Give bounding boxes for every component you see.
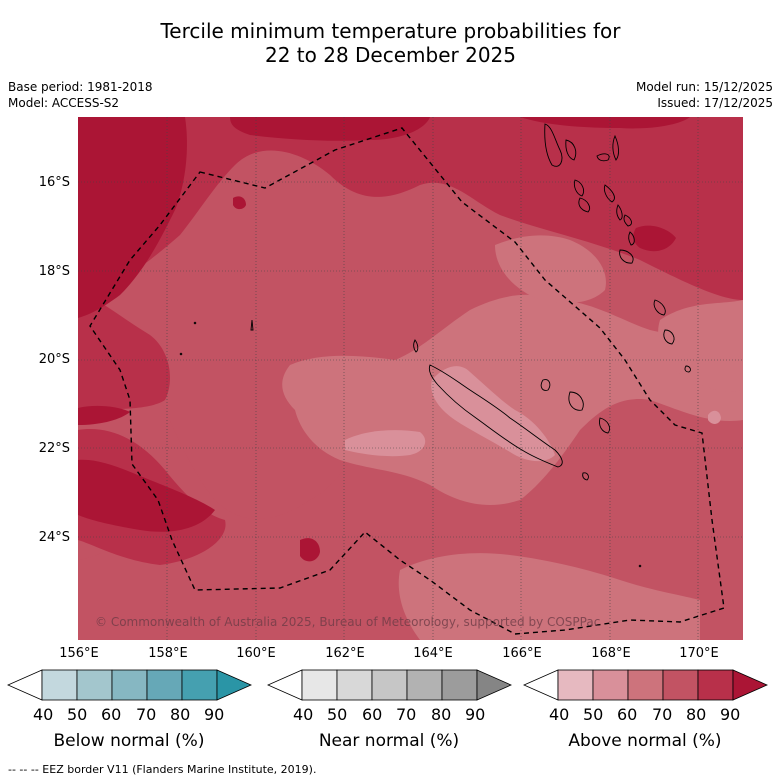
model-name: Model: ACCESS-S2: [8, 96, 120, 110]
islands-loyalty: [540, 379, 611, 481]
lon-label-166e: 166°E: [502, 646, 542, 661]
title-line-1: Tercile minimum temperature probabilitie…: [160, 19, 621, 43]
chart-title: Tercile minimum temperature probabilitie…: [0, 19, 781, 67]
below-legend-arrow-low: [7, 669, 43, 701]
model-run: Model run: 15/12/2025: [635, 80, 773, 94]
lon-label-162e: 162°E: [325, 646, 365, 661]
near-tick-40: 40: [293, 705, 314, 724]
near-legend-swatch-40-50: [301, 669, 338, 701]
legend-ticks: 40 50 60 70 80 90 40 50 60 70 80 90 40 5…: [0, 705, 781, 729]
meta-right: Model run: 15/12/2025 Issued: 17/12/2025: [636, 79, 773, 111]
above-legend-swatch-40-50: [557, 669, 594, 701]
lat-label-20s: 20°S: [38, 352, 70, 367]
lon-label-168e: 168°E: [591, 646, 631, 661]
below-tick-40: 40: [33, 705, 54, 724]
above-legend-swatch-70-80: [662, 669, 699, 701]
near-legend-arrow-low: [267, 669, 303, 701]
below-legend-swatch-60-70: [111, 669, 148, 701]
field-80-90-west-a: [78, 290, 170, 410]
above-tick-60: 60: [617, 705, 638, 724]
near-tick-60: 60: [362, 705, 383, 724]
graticule: [78, 117, 743, 640]
footnote: -- -- -- EEZ border V11 (Flanders Marine…: [8, 763, 317, 776]
near-tick-70: 70: [396, 705, 417, 724]
lon-label-170e: 170°E: [679, 646, 719, 661]
islands-vanuatu: [544, 123, 691, 373]
field-90-100-south-a: [300, 538, 320, 562]
near-legend-swatch-70-80: [406, 669, 443, 701]
field-90-100-southwest: [78, 459, 215, 532]
below-tick-80: 80: [170, 705, 191, 724]
field-90-100-northeast: [520, 117, 690, 129]
below-legend-arrow-high: [216, 669, 252, 701]
field-90-100-west-mid: [78, 405, 130, 425]
islets: [179, 319, 642, 568]
lat-label-24s: 24°S: [38, 530, 70, 545]
field-90-100-north: [230, 117, 430, 141]
field-50-60-east: [708, 410, 721, 424]
legend-near-normal: [267, 669, 512, 701]
above-tick-90: 90: [720, 705, 741, 724]
near-tick-80: 80: [431, 705, 452, 724]
field-90-100-east: [633, 225, 676, 252]
above-legend-arrow-low: [523, 669, 559, 701]
lon-label-160e: 160°E: [236, 646, 276, 661]
title-line-2: 22 to 28 December 2025: [264, 43, 516, 67]
below-legend-swatch-70-80: [146, 669, 183, 701]
legend-below-normal: [7, 669, 252, 701]
above-tick-80: 80: [686, 705, 707, 724]
field-60-70-east: [658, 300, 743, 392]
below-tick-90: 90: [204, 705, 225, 724]
legend-above-normal: [523, 669, 768, 701]
near-tick-90: 90: [465, 705, 486, 724]
below-tick-70: 70: [136, 705, 157, 724]
base-period: Base period: 1981-2018: [8, 80, 153, 94]
above-tick-40: 40: [549, 705, 570, 724]
near-legend-swatch-50-60: [336, 669, 373, 701]
lat-label-22s: 22°S: [38, 441, 70, 456]
below-tick-60: 60: [101, 705, 122, 724]
field-60-70-south: [398, 553, 700, 640]
field-90-100-northwest: [78, 117, 187, 318]
below-tick-50: 50: [67, 705, 88, 724]
below-legend-swatch-40-50: [41, 669, 78, 701]
legend-title-below: Below normal (%): [53, 731, 205, 751]
above-tick-50: 50: [583, 705, 604, 724]
eez-border: [89, 127, 725, 635]
above-legend-arrow-high: [732, 669, 768, 701]
copyright-text: © Commonwealth of Australia 2025, Bureau…: [95, 615, 600, 629]
lon-label-158e: 158°E: [148, 646, 188, 661]
issued-date: Issued: 17/12/2025: [657, 96, 773, 110]
legend-bars: [7, 669, 768, 701]
above-tick-70: 70: [652, 705, 673, 724]
island-new-caledonia: [428, 364, 563, 468]
near-legend-arrow-high: [476, 669, 512, 701]
meta-left: Base period: 1981-2018 Model: ACCESS-S2: [8, 79, 153, 111]
lat-label-16s: 16°S: [38, 175, 70, 190]
near-legend-swatch-80-90: [441, 669, 478, 701]
field-50-60-newcal: [431, 366, 555, 462]
below-legend-swatch-80-90: [181, 669, 218, 701]
lat-label-18s: 18°S: [38, 264, 70, 279]
above-legend-swatch-80-90: [697, 669, 734, 701]
legend-title-above: Above normal (%): [568, 731, 722, 751]
near-legend-swatch-60-70: [371, 669, 408, 701]
legend-title-near: Near normal (%): [318, 731, 460, 751]
lon-label-156e: 156°E: [59, 646, 99, 661]
above-legend-swatch-60-70: [627, 669, 664, 701]
field-50-60-southwest: [345, 430, 426, 457]
near-tick-50: 50: [327, 705, 348, 724]
field-90-100-south-b: [233, 196, 246, 210]
above-legend-swatch-50-60: [592, 669, 629, 701]
below-legend-swatch-50-60: [76, 669, 113, 701]
lon-label-164e: 164°E: [413, 646, 453, 661]
